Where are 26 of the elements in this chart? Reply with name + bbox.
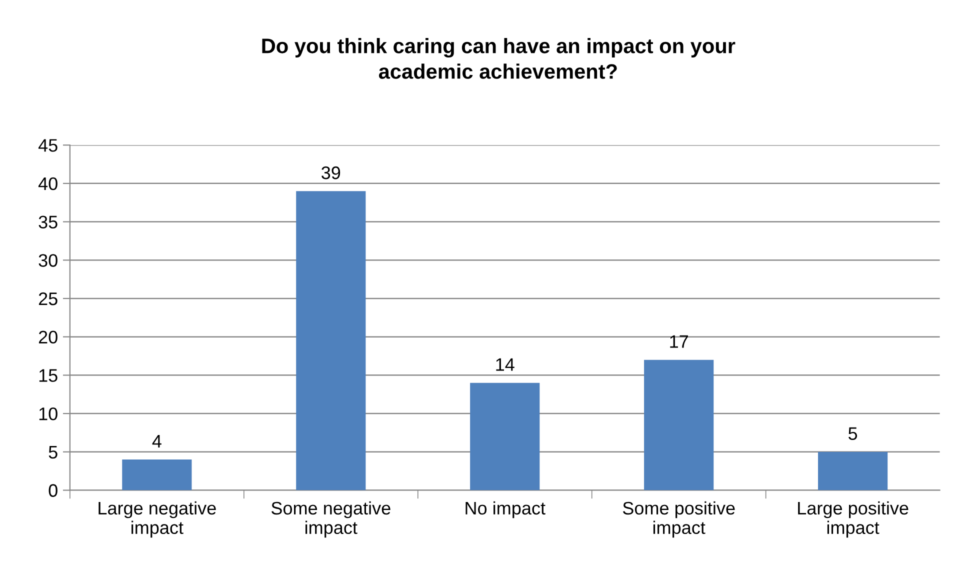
x-tick-label: Some negative impact (271, 501, 390, 538)
chart-title: Do you think caring can have an impact on your academic achievement? (262, 38, 736, 79)
bar (644, 360, 714, 490)
data-label: 5 (848, 427, 858, 440)
x-tick-label: Some positive impact (622, 501, 735, 538)
y-tick-label: 0 (48, 484, 58, 497)
data-label: 4 (152, 435, 162, 448)
bar (296, 191, 366, 490)
data-label: 17 (670, 335, 688, 348)
bar (122, 460, 192, 490)
y-tick-label: 20 (38, 330, 58, 344)
y-tick-label: 15 (39, 369, 58, 382)
y-tick-label: 35 (38, 216, 58, 228)
bar (818, 452, 888, 490)
data-label: 39 (322, 166, 340, 180)
y-tick-label: 45 (38, 139, 58, 152)
y-tick-label: 25 (38, 292, 58, 306)
y-tick-label: 30 (38, 254, 58, 267)
y-tick-label: 40 (38, 177, 58, 190)
data-label: 14 (496, 358, 514, 371)
x-tick-label: Large negative impact (98, 501, 216, 538)
bar (470, 382, 540, 490)
x-tick-label: No impact (466, 501, 546, 518)
x-tick-label: Large positive impact (798, 501, 908, 538)
y-tick-label: 10 (39, 407, 58, 420)
y-tick-label: 5 (48, 446, 58, 459)
